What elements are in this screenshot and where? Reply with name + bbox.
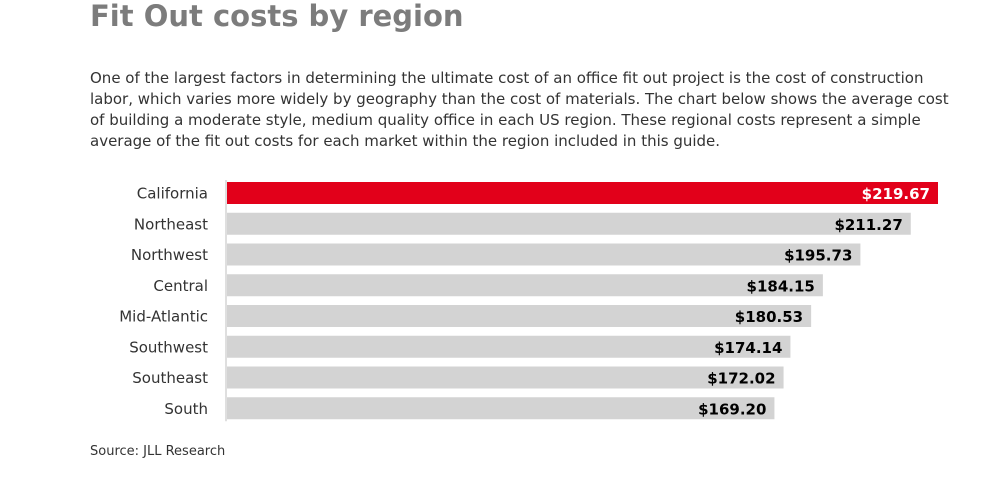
- bar-southeast: [227, 366, 784, 389]
- value-label-northeast: $211.27: [834, 216, 902, 234]
- intro-paragraph: One of the largest factors in determinin…: [90, 69, 949, 150]
- source-note: Source: JLL Research: [90, 444, 226, 459]
- bar-mid-atlantic: [227, 305, 812, 327]
- bar-northeast: [227, 212, 911, 235]
- category-label-northeast: Northeast: [134, 215, 208, 233]
- bar-california: [227, 182, 938, 204]
- value-label-northwest: $195.73: [784, 247, 852, 265]
- category-label-northwest: Northwest: [131, 246, 208, 264]
- value-label-south: $169.20: [698, 400, 766, 418]
- bar-south: [227, 397, 775, 420]
- value-label-central: $184.15: [747, 277, 815, 295]
- value-label-california: $219.67: [862, 185, 930, 203]
- value-label-mid-atlantic: $180.53: [735, 308, 803, 326]
- category-label-south: South: [164, 400, 208, 418]
- bar-northwest: [227, 243, 861, 266]
- bar-southwest: [227, 335, 791, 358]
- page-title: Fit Out costs by region: [90, 0, 464, 33]
- category-label-central: Central: [153, 277, 208, 295]
- value-label-southwest: $174.14: [714, 339, 782, 357]
- category-label-southwest: Southwest: [129, 338, 208, 356]
- category-label-california: California: [137, 185, 208, 203]
- value-label-southeast: $172.02: [707, 370, 775, 388]
- bar-central: [227, 274, 823, 297]
- category-label-mid-atlantic: Mid-Atlantic: [119, 308, 208, 326]
- fit-out-cost-bar-chart: California $219.67 Northeast $211.27 Northwe…: [119, 180, 938, 422]
- category-label-southeast: Southeast: [132, 369, 208, 387]
